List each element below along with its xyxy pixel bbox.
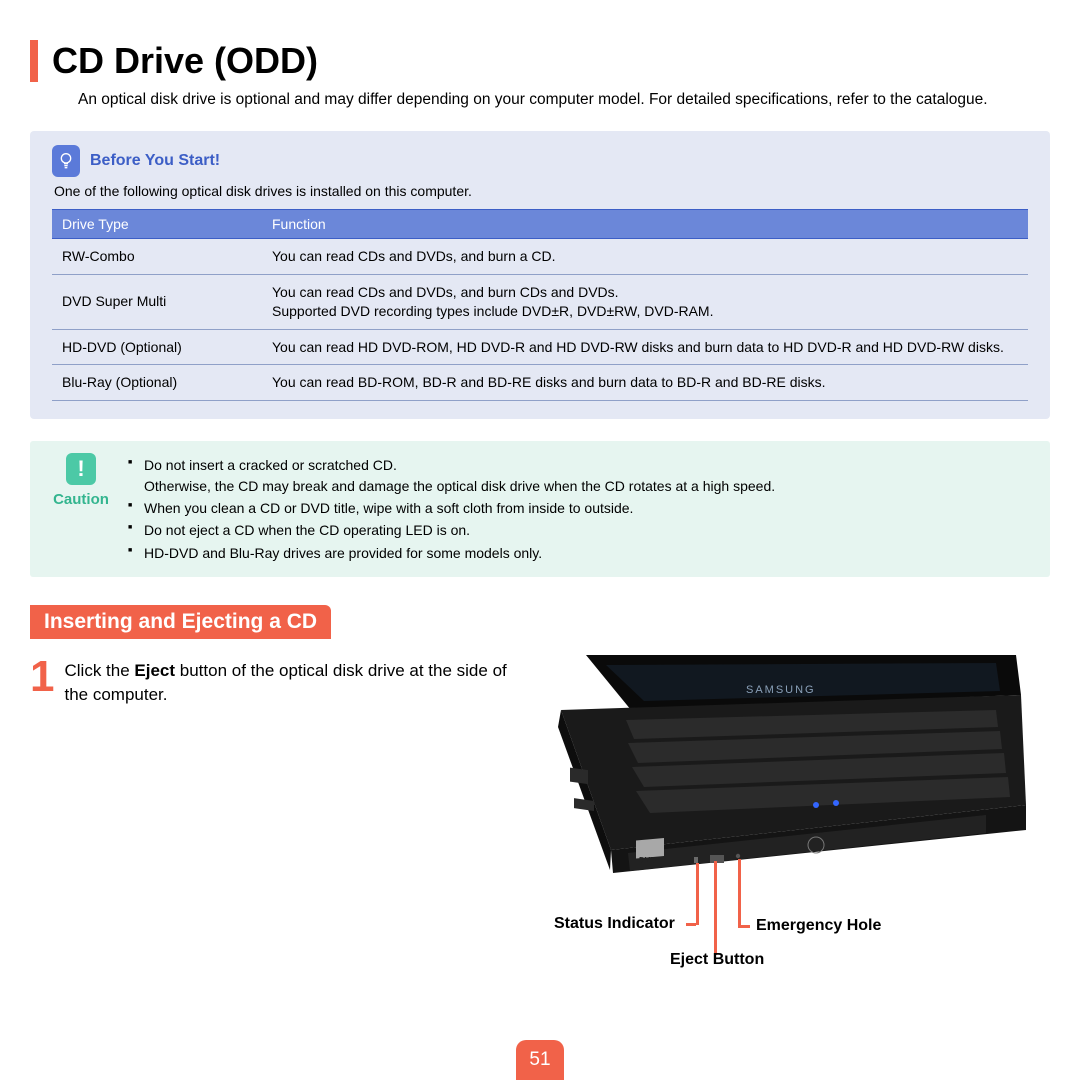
before-you-start-box: Before You Start! One of the following o… [30,131,1050,419]
laptop-diagram: SAMSUNG DVD [516,655,1026,975]
step-text: Click the Eject button of the optical di… [64,655,508,707]
info-subtext: One of the following optical disk drives… [54,183,1028,199]
list-item: Do not eject a CD when the CD operating … [128,520,775,540]
caution-box: ! Caution Do not insert a cracked or scr… [30,441,1050,576]
exclamation-icon: ! [66,453,96,485]
table-row: Blu-Ray (Optional)You can read BD-ROM, B… [52,365,1028,401]
caution-list: Do not insert a cracked or scratched CD.… [128,453,775,564]
list-item: When you clean a CD or DVD title, wipe w… [128,498,775,518]
table-header: Drive Type [52,209,262,238]
page-title: CD Drive (ODD) [52,40,318,82]
title-accent-bar [30,40,38,82]
brand-text: SAMSUNG [746,684,816,696]
info-heading: Before You Start! [90,152,220,170]
lightbulb-icon [52,145,80,177]
dvd-badge-text: DVD [639,856,656,865]
page-number: 51 [516,1040,564,1080]
step-number: 1 [30,655,54,699]
table-row: RW-ComboYou can read CDs and DVDs, and b… [52,238,1028,274]
list-item: HD-DVD and Blu-Ray drives are provided f… [128,543,775,563]
intro-text: An optical disk drive is optional and ma… [78,90,1050,111]
laptop-photo-icon: SAMSUNG DVD [516,655,1026,915]
eject-button-label: Eject Button [670,951,764,969]
table-row: HD-DVD (Optional)You can read HD DVD-ROM… [52,329,1028,365]
section-badge: Inserting and Ejecting a CD [30,605,331,639]
table-row: DVD Super MultiYou can read CDs and DVDs… [52,274,1028,329]
list-item: Do not insert a cracked or scratched CD.… [128,455,775,496]
table-header: Function [262,209,1028,238]
status-indicator-label: Status Indicator [554,915,675,933]
drive-table: Drive TypeFunction RW-ComboYou can read … [52,209,1028,401]
emergency-hole-label: Emergency Hole [756,917,881,935]
caution-label: Caution [53,491,109,508]
